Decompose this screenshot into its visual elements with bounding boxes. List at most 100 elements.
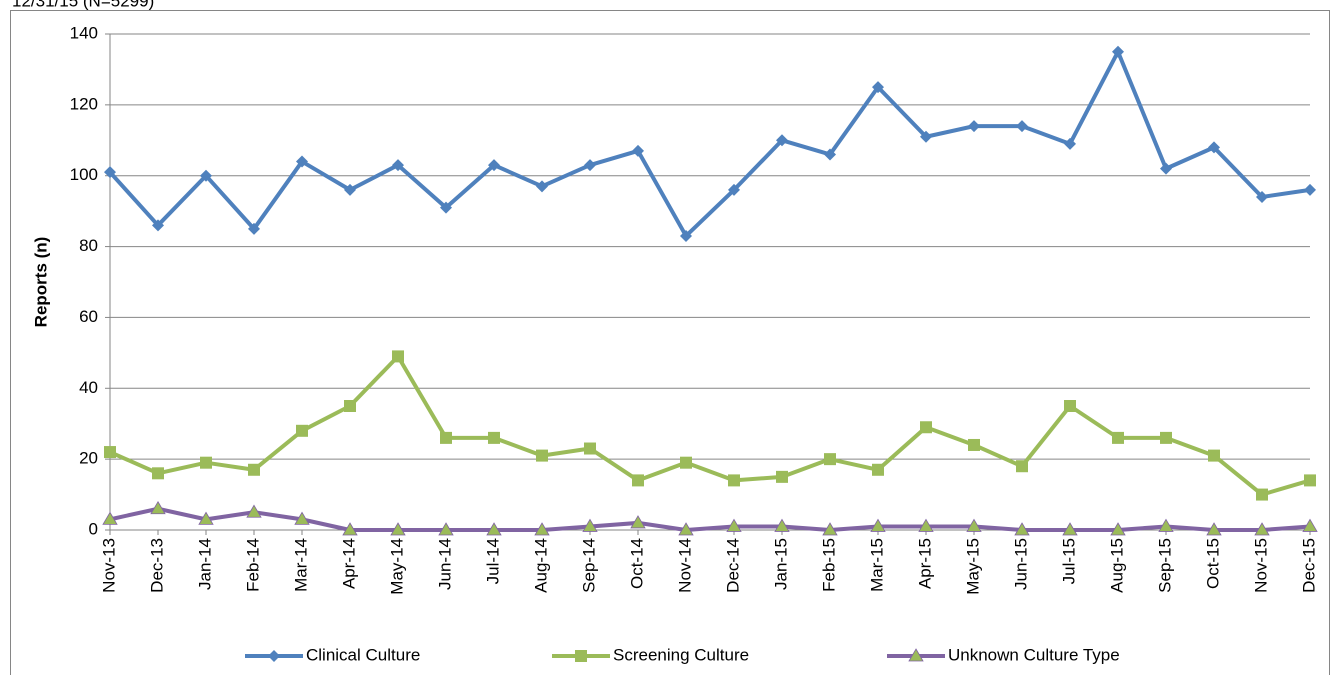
x-tick-label: Jan-15: [771, 538, 790, 590]
data-point: [536, 449, 548, 462]
chart-frame: [10, 10, 1330, 675]
data-point: [1206, 522, 1222, 536]
data-point: [584, 442, 596, 455]
y-tick-label: 20: [79, 449, 98, 468]
data-point: [918, 518, 934, 532]
y-tick-label: 0: [89, 519, 98, 538]
x-tick-label: Oct-15: [1203, 538, 1222, 589]
x-tick-label: Aug-14: [531, 538, 550, 593]
data-point: [1064, 137, 1076, 150]
data-point: [1208, 141, 1220, 154]
data-point: [582, 518, 598, 532]
x-tick-label: Dec-15: [1299, 538, 1318, 593]
data-point: [822, 522, 838, 536]
data-point: [342, 522, 358, 536]
data-point: [728, 474, 740, 487]
data-point: [872, 81, 884, 94]
data-point: [870, 518, 886, 532]
x-tick-label: Jul-15: [1059, 538, 1078, 584]
x-tick-label: Feb-14: [243, 538, 262, 592]
data-point: [440, 431, 452, 444]
data-point: [1160, 431, 1172, 444]
data-point: [920, 130, 932, 143]
data-point: [536, 180, 548, 193]
x-tick-label: Mar-15: [867, 538, 886, 592]
x-tick-label: Aug-15: [1107, 538, 1126, 593]
x-tick-label: Dec-14: [723, 538, 742, 593]
data-point: [632, 144, 644, 157]
legend-label: Clinical Culture: [306, 645, 420, 664]
data-point: [1016, 460, 1028, 473]
data-point: [294, 511, 310, 525]
data-point: [488, 431, 500, 444]
data-point: [1112, 45, 1124, 58]
data-point: [102, 511, 118, 525]
legend-marker: [575, 650, 587, 662]
data-point: [248, 222, 260, 235]
series-line: [108, 49, 1311, 238]
data-point: [150, 500, 166, 515]
series-line: [109, 354, 1311, 497]
data-point: [486, 522, 502, 536]
y-tick-label: 60: [79, 307, 98, 326]
y-axis-label: Reports (n): [31, 237, 50, 328]
data-point: [920, 421, 932, 434]
data-point: [1256, 488, 1268, 501]
x-tick-label: May-14: [387, 538, 406, 595]
data-point: [344, 183, 356, 196]
legend-marker: [908, 648, 924, 662]
x-tick-label: Sep-14: [579, 538, 598, 593]
x-tick-label: Jul-14: [483, 538, 502, 584]
data-point: [1112, 431, 1124, 444]
data-point: [200, 169, 212, 182]
y-tick-label: 120: [70, 94, 98, 113]
data-point: [1158, 518, 1174, 532]
y-tick-label: 80: [79, 236, 98, 255]
data-point: [776, 470, 788, 483]
data-point: [152, 219, 164, 232]
series-line: [109, 506, 1311, 532]
data-point: [488, 159, 500, 172]
x-tick-label: Apr-14: [339, 538, 358, 589]
data-point: [200, 456, 212, 469]
data-point: [1064, 400, 1076, 412]
y-tick-label: 40: [79, 378, 98, 397]
legend-marker: [268, 650, 280, 662]
data-point: [246, 504, 262, 518]
x-tick-label: Dec-13: [147, 538, 166, 593]
x-tick-label: Nov-13: [99, 538, 118, 593]
data-point: [774, 518, 790, 532]
x-tick-label: Jun-14: [435, 538, 454, 590]
data-point: [678, 522, 694, 536]
x-tick-label: Mar-14: [291, 538, 310, 592]
data-point: [630, 515, 646, 529]
legend-label: Unknown Culture Type: [948, 645, 1120, 664]
data-point: [1304, 474, 1316, 487]
data-point: [632, 474, 644, 487]
data-point: [726, 518, 742, 532]
data-point: [438, 522, 454, 536]
x-tick-label: Jun-15: [1011, 538, 1030, 590]
data-point: [392, 350, 404, 363]
data-point: [968, 438, 980, 451]
data-point: [1256, 190, 1268, 203]
data-point: [152, 467, 164, 480]
data-point: [390, 522, 406, 536]
y-tick-label: 140: [70, 23, 98, 42]
data-point: [824, 148, 836, 161]
x-tick-label: Oct-14: [627, 538, 646, 589]
data-point: [872, 463, 884, 476]
data-point: [1160, 162, 1172, 175]
data-point: [296, 155, 308, 168]
data-point: [1304, 183, 1316, 196]
data-point: [1302, 518, 1318, 532]
y-tick-label: 100: [70, 165, 98, 184]
data-point: [248, 463, 260, 476]
data-point: [728, 183, 740, 196]
data-point: [344, 400, 356, 412]
data-point: [584, 159, 596, 172]
x-tick-label: Feb-15: [819, 538, 838, 592]
data-point: [1062, 522, 1078, 536]
